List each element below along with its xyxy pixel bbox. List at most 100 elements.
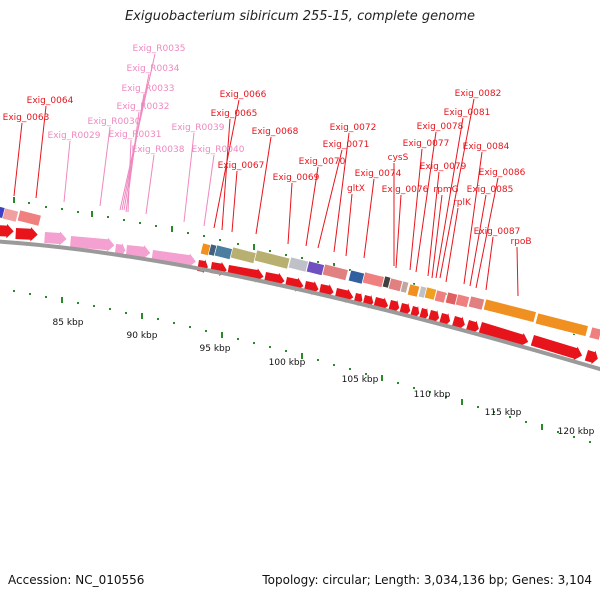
gene-label: Exig_R0031 — [109, 130, 162, 140]
scale-tick — [141, 313, 143, 319]
gene-label: Exig_0070 — [299, 157, 346, 167]
scale-tick — [61, 297, 63, 303]
label-leader-lines — [13, 53, 519, 297]
gene-label: Exig_0085 — [467, 185, 514, 195]
gene-label: rplK — [453, 198, 472, 208]
leader-line — [463, 151, 483, 285]
feature-block — [467, 295, 485, 311]
outer-tick — [61, 208, 63, 210]
gene-label: cysS — [388, 153, 409, 163]
gene-arrow — [0, 223, 14, 239]
gene-label: Exig_0087 — [474, 227, 521, 237]
gene-arrow — [478, 322, 529, 347]
leader-line — [333, 132, 350, 253]
map-title: Exiguobacterium sibiricum 255-15, comple… — [124, 9, 476, 24]
scale-tick — [317, 359, 319, 361]
gene-label: Exig_0066 — [220, 90, 267, 100]
feature-block — [229, 246, 257, 264]
leader-line — [439, 98, 475, 279]
gene-label: Exig_0067 — [218, 161, 265, 171]
outer-tick — [28, 202, 30, 204]
outer-tick — [317, 261, 319, 263]
leader-line — [145, 154, 155, 215]
gene-label: Exig_R0032 — [117, 102, 170, 112]
gene-label: Exig_R0038 — [132, 145, 185, 155]
scale-tick — [397, 382, 399, 384]
gene-label: gltX — [347, 184, 365, 194]
leader-line — [287, 182, 293, 245]
scale-label: 95 kbp — [200, 344, 231, 354]
gene-label: rpmG — [433, 185, 458, 195]
outer-tick — [203, 235, 205, 237]
gene-arrow — [584, 350, 598, 365]
gene-label: Exig_0077 — [403, 139, 450, 149]
leader-line — [395, 194, 402, 269]
leader-line — [127, 139, 132, 213]
scale-tick — [461, 399, 463, 405]
gene-label: Exig_0086 — [479, 168, 526, 178]
gene-label: Exig_R0040 — [192, 145, 245, 155]
scale-tick — [493, 411, 495, 413]
outer-tick — [285, 254, 287, 256]
outer-tick — [301, 257, 303, 259]
scale-tick — [125, 312, 127, 314]
leader-line — [13, 122, 23, 197]
genome-summary-text: Topology: circular; Length: 3,034,136 bp… — [262, 573, 592, 587]
feature-block — [588, 326, 600, 341]
scale-tick — [477, 406, 479, 408]
feature-block — [361, 271, 385, 288]
gene-label: Exig_R0034 — [127, 64, 180, 74]
gene-label: rpoB — [510, 237, 531, 247]
outer-tick — [13, 197, 15, 203]
scale-tick — [429, 391, 431, 393]
gene-label: Exig_0084 — [463, 142, 510, 152]
gene-label: Exig_0068 — [252, 127, 299, 137]
gene-arrow — [15, 227, 38, 242]
outer-tick — [91, 211, 93, 217]
leader-line — [475, 177, 499, 289]
outer-tick — [107, 216, 109, 218]
leader-line — [431, 194, 443, 279]
outer-tick — [139, 222, 141, 224]
feature-block — [406, 283, 421, 298]
leader-line — [485, 236, 494, 291]
gene-label: Exig_R0030 — [88, 117, 141, 127]
feature-block — [253, 249, 291, 270]
feature-block — [305, 260, 325, 276]
scale-tick — [93, 305, 95, 307]
feature-block — [482, 298, 537, 323]
leader-line — [345, 193, 353, 257]
outer-tick — [171, 226, 173, 232]
leader-line — [427, 171, 440, 277]
leader-line — [63, 140, 71, 203]
feature-block — [433, 289, 448, 304]
leader-line — [255, 136, 272, 235]
scale-label: 105 kbp — [342, 375, 379, 385]
leader-line — [445, 207, 459, 283]
gene-label: Exig_0079 — [420, 162, 467, 172]
scale-tick — [541, 424, 543, 430]
feature-block — [347, 269, 365, 285]
outer-tick — [253, 244, 255, 250]
feature-block — [454, 293, 470, 308]
gene-labels: Exig_R0035 Exig_R0034 Exig_R0033 Exig_R0032… — [3, 44, 532, 247]
scale-tick — [285, 350, 287, 352]
outer-tick — [77, 211, 79, 213]
leader-line — [469, 194, 487, 287]
leader-line — [409, 148, 423, 271]
gene-label: Exig_R0035 — [133, 44, 186, 54]
gene-label: Exig_0064 — [27, 96, 74, 106]
gene-label: Exig_0076 — [382, 185, 429, 195]
scale-tick — [77, 302, 79, 304]
leader-line — [221, 118, 231, 231]
feature-block — [423, 286, 438, 301]
leader-line — [435, 117, 464, 279]
feature-block — [381, 275, 392, 289]
feature-block — [321, 263, 349, 281]
gene-arrow — [151, 250, 196, 268]
outer-tick — [349, 269, 351, 271]
outer-tick — [219, 239, 221, 241]
gene-label: Exig_0078 — [417, 122, 464, 132]
gene-label: Exig_0074 — [355, 169, 402, 179]
scale-label: 110 kbp — [414, 390, 451, 400]
